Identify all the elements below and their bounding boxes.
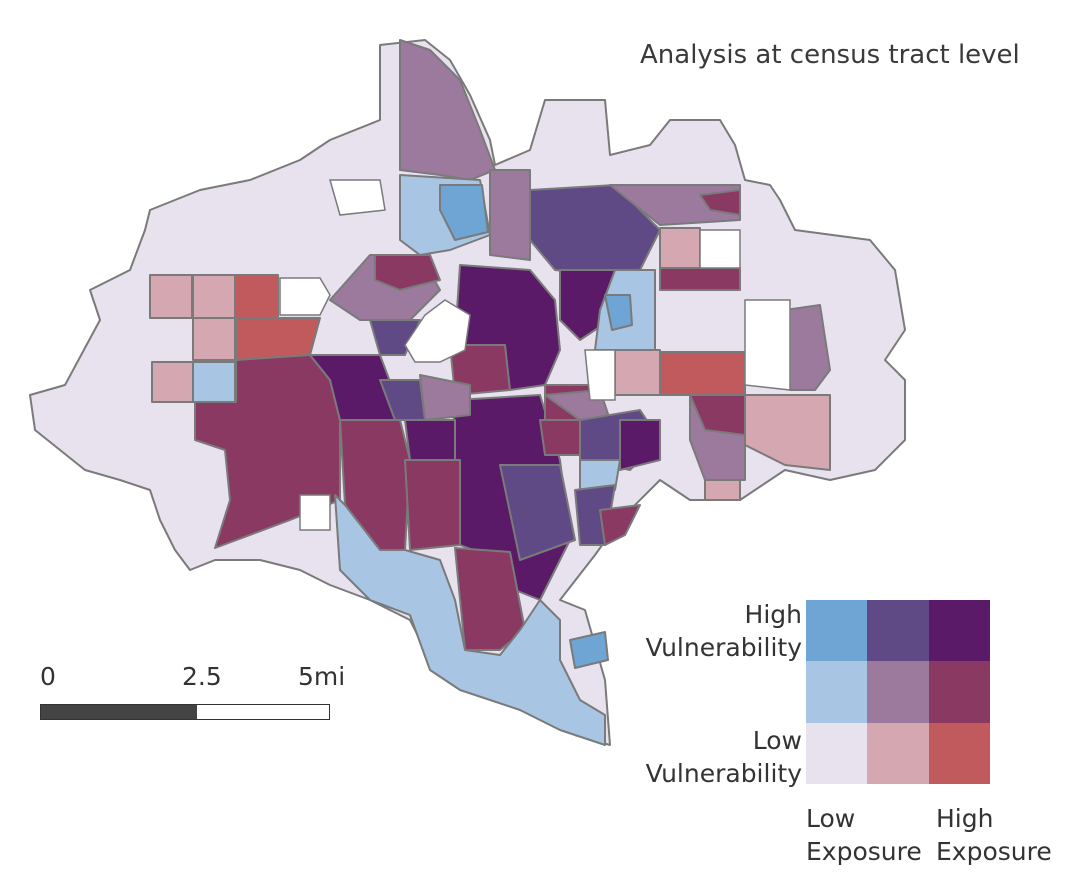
- map-title: Analysis at census tract level: [640, 40, 1020, 70]
- tract-ne-red: [699, 189, 741, 216]
- hole-east: [699, 229, 741, 269]
- scale-tick-0: 0: [40, 662, 56, 691]
- tract-ne-red2: [659, 267, 741, 291]
- tract-west-pink4: [151, 361, 194, 403]
- tract-south-blue: [334, 494, 606, 746]
- legend-cell-2-1: [867, 722, 929, 784]
- legend-cell-2-2: [928, 722, 990, 784]
- tract-core-mid: [499, 464, 576, 561]
- tract-mid-purple3: [404, 419, 456, 461]
- legend-cell-1-2: [928, 661, 990, 723]
- scale-tick-end: 5mi: [298, 662, 346, 691]
- legend-cell-2-0: [806, 722, 868, 784]
- tract-center-red3: [539, 419, 586, 456]
- legend-high-exposure: High Exposure: [936, 802, 1052, 868]
- tract-west-red2: [235, 317, 321, 361]
- tract-mid-mauve: [419, 374, 471, 421]
- tract-blue-dark: [439, 184, 489, 241]
- tract-west-red1: [234, 274, 279, 319]
- hole-east2: [744, 299, 791, 391]
- legend-low-label: Low: [752, 726, 802, 755]
- scale-bar-fill: [41, 705, 197, 719]
- tract-east-pink3: [614, 349, 661, 396]
- legend-cell-0-1: [867, 600, 929, 662]
- legend-vulnerability-label-2: Vulnerability: [645, 759, 802, 788]
- tract-east-red3: [659, 351, 746, 396]
- legend-color-matrix: [806, 600, 990, 784]
- tract-west-pink3: [192, 317, 236, 361]
- hole-center: [404, 299, 471, 363]
- tract-west-pink1: [149, 274, 193, 319]
- legend-high-label: High: [744, 600, 802, 629]
- legend-cell-1-1: [867, 661, 929, 723]
- tract-red-north: [374, 254, 441, 291]
- tract-east-blue3: [604, 294, 633, 331]
- scale-bar: [40, 704, 330, 720]
- legend-exposure-label-2: Exposure: [936, 837, 1052, 866]
- tract-east-pink: [744, 394, 831, 471]
- tract-center-red4: [404, 459, 461, 551]
- legend-exposure-label: Exposure: [806, 837, 922, 866]
- tract-south-blue-dark: [569, 631, 609, 669]
- tract-east-red: [599, 504, 641, 546]
- hole-ne: [584, 349, 616, 401]
- tract-west-pink2: [192, 274, 236, 319]
- legend-low-exposure: Low Exposure: [806, 802, 922, 868]
- tract-north-mauve2: [489, 169, 531, 261]
- tract-ne-pink: [659, 227, 701, 269]
- legend-low-vulnerability: Low Vulnerability: [646, 724, 802, 790]
- tract-center-red: [449, 344, 511, 396]
- hole-west: [279, 277, 331, 316]
- legend-cell-1-0: [806, 661, 868, 723]
- scale-tick-mid: 2.5: [182, 662, 222, 691]
- hole-north: [329, 179, 386, 216]
- legend-cell-0-2: [928, 600, 990, 662]
- legend-cell-0-0: [806, 600, 868, 662]
- legend-vulnerability-label: Vulnerability: [645, 633, 802, 662]
- tract-east-purple3: [619, 419, 661, 471]
- legend-low-exp-label: Low: [806, 804, 856, 833]
- tract-west-blue: [192, 361, 236, 403]
- tract-east-pink2: [704, 479, 741, 501]
- legend-high-vulnerability: High Vulnerability: [646, 598, 802, 664]
- legend-high-exp-label: High: [936, 804, 994, 833]
- hole-sw: [299, 494, 331, 531]
